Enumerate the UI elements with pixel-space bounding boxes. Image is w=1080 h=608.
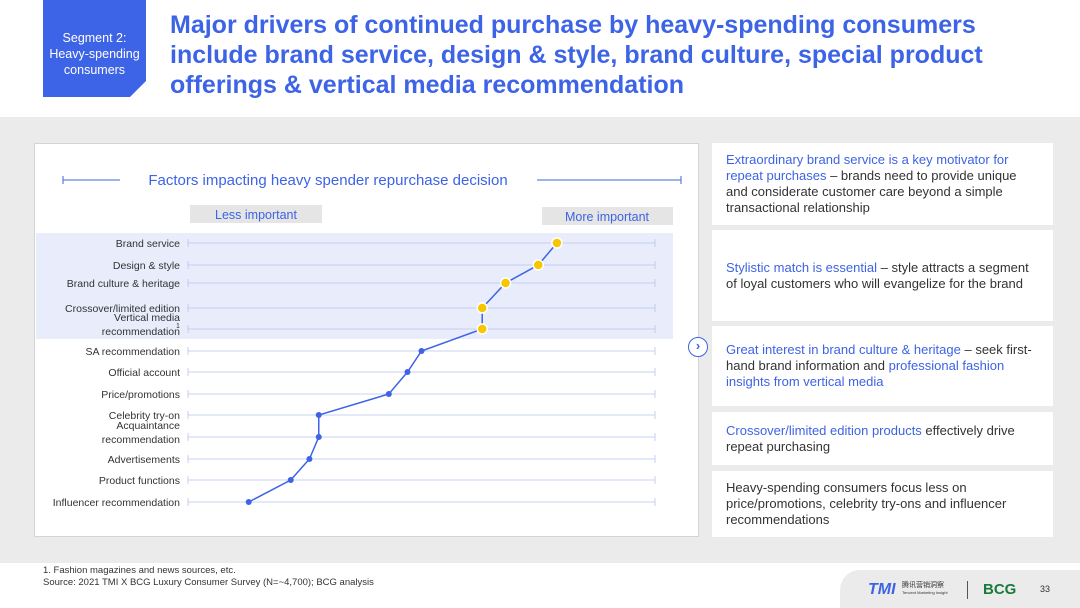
- chart-card: Factors impacting heavy spender repurcha…: [34, 143, 699, 537]
- data-point: [315, 434, 322, 440]
- footer-logos: TMI 腾讯营销洞察 Tencent Marketing Insight BCG…: [840, 570, 1080, 608]
- category-label: recommendation: [102, 326, 180, 338]
- category-label: Design & style: [113, 260, 180, 272]
- insight-text: Stylistic match is essential – style att…: [726, 260, 1039, 292]
- segment-tag-line1: Segment 2:: [62, 31, 127, 45]
- tmi-logo-en: Tencent Marketing Insight: [902, 590, 948, 595]
- header: Segment 2: Heavy-spending consumers Majo…: [0, 0, 1080, 117]
- insight-text: Extraordinary brand service is a key mot…: [726, 152, 1039, 216]
- footnote: 1. Fashion magazines and news sources, e…: [43, 565, 374, 589]
- chevron-right-icon[interactable]: ›: [688, 337, 708, 357]
- category-label: Celebrity try-on: [109, 410, 180, 422]
- data-point: [385, 391, 392, 397]
- highlight-band: [36, 233, 673, 339]
- insight-body: – seek first-hand brand information and: [726, 342, 1032, 373]
- data-point: [287, 477, 294, 483]
- highlight-point: [476, 323, 488, 335]
- highlight-point: [532, 259, 544, 271]
- category-label: SA recommendation: [85, 346, 180, 358]
- insight-body: – style attracts a segment of loyal cust…: [726, 259, 1029, 291]
- data-point: [245, 499, 252, 505]
- category-label: Brand culture & heritage: [67, 278, 180, 290]
- data-point: [306, 456, 313, 462]
- insight-body: – brands need to provide unique and cons…: [726, 168, 1017, 215]
- page-number: 33: [1040, 584, 1051, 594]
- tmi-logo: TMI: [868, 581, 896, 598]
- data-point: [315, 412, 322, 418]
- segment-tag-line3: consumers: [63, 63, 126, 77]
- category-label: Acquaintance: [116, 420, 180, 432]
- insight-highlight: Extraordinary brand service is a key mot…: [726, 152, 1009, 183]
- less-important-label: Less important: [215, 208, 298, 222]
- insight-style: Stylistic match is essential – style att…: [712, 230, 1053, 321]
- highlight-point: [499, 277, 512, 289]
- highlight-point: [551, 237, 563, 249]
- folded-corner: [130, 81, 146, 97]
- source-line: Source: 2021 TMI X BCG Luxury Consumer S…: [43, 577, 374, 588]
- insight-less-important: Heavy-spending consumers focus less on p…: [712, 471, 1053, 537]
- category-label: Product functions: [99, 475, 180, 487]
- more-important-label: More important: [565, 210, 650, 224]
- insight-text: Heavy-spending consumers focus less on p…: [726, 480, 1039, 528]
- logo-divider: [967, 581, 968, 599]
- footnote-marker: 1: [176, 323, 180, 330]
- category-label: recommendation: [102, 434, 180, 446]
- category-label: Brand service: [116, 238, 180, 250]
- insight-highlight: Stylistic match is essential: [726, 259, 877, 275]
- footnote-line: 1. Fashion magazines and news sources, e…: [43, 565, 236, 576]
- bcg-logo: BCG: [983, 581, 1017, 598]
- data-point: [404, 369, 411, 375]
- category-label: Advertisements: [108, 454, 180, 466]
- insight-highlight: Great interest in brand culture & herita…: [726, 342, 961, 357]
- highlight-point: [476, 302, 488, 314]
- data-point: [418, 348, 425, 354]
- less-important-box: [190, 205, 322, 223]
- insight-text: Great interest in brand culture & herita…: [726, 342, 1039, 390]
- category-label: Influencer recommendation: [53, 497, 180, 509]
- segment-tag: Segment 2: Heavy-spending consumers: [43, 0, 146, 97]
- more-important-box: [542, 207, 673, 225]
- category-label: Crossover/limited edition: [65, 303, 180, 315]
- page-title: Major drivers of continued purchase by h…: [170, 11, 983, 99]
- category-label: Official account: [108, 367, 180, 379]
- repurchase-factors-chart: Factors impacting heavy spender repurcha…: [36, 172, 682, 509]
- segment-tag-line2: Heavy-spending: [49, 47, 140, 61]
- chart-title: Factors impacting heavy spender repurcha…: [148, 172, 507, 189]
- tmi-logo-subtitle: 腾讯营销洞察 Tencent Marketing Insight: [902, 582, 948, 596]
- insight-crossover: Crossover/limited edition products effec…: [712, 412, 1053, 465]
- category-label: Price/promotions: [101, 389, 180, 401]
- tmi-logo-cn: 腾讯营销洞察: [902, 582, 944, 589]
- insight-body: Heavy-spending consumers focus less on p…: [726, 480, 1007, 527]
- insight-highlight: professional fashion insights from verti…: [726, 358, 1005, 389]
- insight-brand-service: Extraordinary brand service is a key mot…: [712, 143, 1053, 225]
- category-label: Vertical media: [114, 312, 180, 324]
- insight-text: Crossover/limited edition products effec…: [726, 423, 1039, 455]
- insight-highlight: Crossover/limited edition products: [726, 422, 922, 438]
- insight-brand-culture: Great interest in brand culture & herita…: [712, 326, 1053, 406]
- insight-body: effectively drive repeat purchasing: [726, 422, 1015, 454]
